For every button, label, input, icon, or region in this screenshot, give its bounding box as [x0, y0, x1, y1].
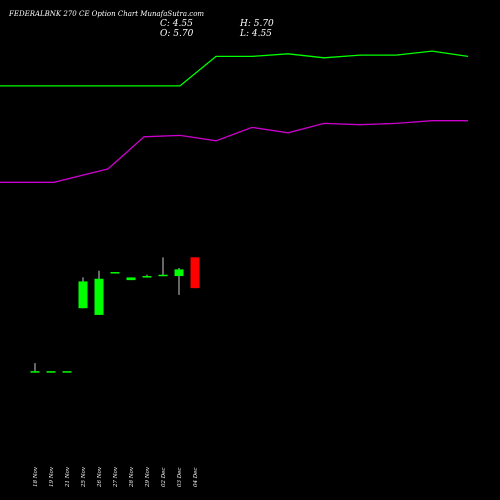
candle-body	[142, 276, 152, 278]
x-tick-label: 02 Dec	[161, 468, 167, 488]
candle-body	[158, 274, 168, 277]
x-tick-label: 04 Dec	[193, 468, 199, 488]
x-tick-label: 21 Nov	[65, 466, 71, 488]
candle	[46, 371, 56, 373]
candle	[126, 277, 136, 281]
candle	[110, 272, 120, 274]
candle-body	[78, 281, 88, 309]
indicator-line-1	[0, 50, 469, 87]
candles	[30, 257, 200, 373]
x-tick-label: 25 Nov	[81, 466, 87, 488]
candle	[174, 268, 184, 295]
candle-body	[190, 257, 200, 289]
candle	[190, 257, 200, 289]
chart-title: FEDERALBNK 270 CE Option Chart MunafaSut…	[9, 10, 205, 18]
date-axis-labels: 18 Nov 19 Nov 21 Nov 25 Nov 26 Nov 27 Nov 28 N…	[33, 466, 199, 488]
candle	[142, 274, 152, 278]
candle-body	[126, 277, 136, 281]
close-value: C: 4.55	[160, 19, 193, 29]
candle	[158, 257, 168, 277]
candle-body	[46, 371, 56, 373]
candle-body	[94, 278, 104, 315]
candle	[30, 363, 40, 373]
x-tick-label: 19 Nov	[49, 466, 55, 487]
x-tick-label: 03 Dec	[177, 468, 183, 488]
x-tick-label: 26 Nov	[97, 466, 103, 488]
candle-body	[62, 371, 72, 373]
indicator-line-2	[0, 120, 468, 183]
indicator-lines	[0, 50, 469, 183]
candle	[94, 270, 104, 315]
x-tick-label: 27 Nov	[113, 466, 119, 488]
candle	[78, 277, 88, 309]
low-value: L: 4.55	[240, 29, 272, 39]
candle	[62, 371, 72, 373]
x-tick-label: 28 Nov	[129, 466, 135, 488]
x-tick-label: 18 Nov	[33, 466, 39, 487]
candle-body	[30, 371, 40, 373]
candle-body	[110, 272, 120, 274]
high-value: H: 5.70	[240, 19, 274, 29]
x-tick-label: 29 Nov	[145, 466, 151, 488]
candle-body	[174, 269, 184, 277]
open-value: O: 5.70	[160, 29, 194, 39]
